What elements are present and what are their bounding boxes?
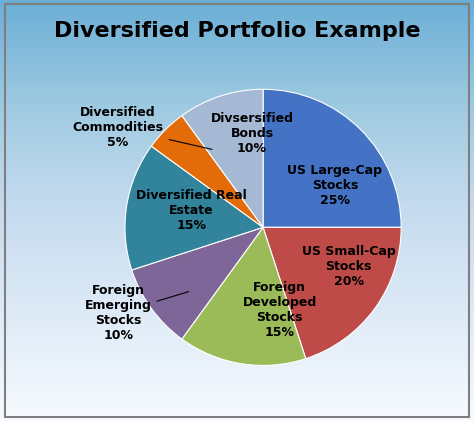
- Text: Foreign
Emerging
Stocks
10%: Foreign Emerging Stocks 10%: [85, 284, 189, 342]
- Text: Diversified Portfolio Example: Diversified Portfolio Example: [54, 21, 420, 41]
- Text: Diversified Real
Estate
15%: Diversified Real Estate 15%: [136, 189, 246, 232]
- Text: Foreign
Developed
Stocks
15%: Foreign Developed Stocks 15%: [243, 281, 317, 339]
- Text: Diversified
Commodities
5%: Diversified Commodities 5%: [73, 107, 212, 149]
- Wedge shape: [151, 116, 263, 227]
- Text: US Small-Cap
Stocks
20%: US Small-Cap Stocks 20%: [302, 245, 396, 288]
- Wedge shape: [263, 89, 401, 227]
- Wedge shape: [263, 227, 401, 359]
- Text: US Large-Cap
Stocks
25%: US Large-Cap Stocks 25%: [287, 165, 383, 208]
- Text: Divsersified
Bonds
10%: Divsersified Bonds 10%: [210, 112, 293, 155]
- Wedge shape: [125, 146, 263, 270]
- Wedge shape: [182, 89, 263, 227]
- Wedge shape: [132, 227, 263, 339]
- Wedge shape: [182, 227, 306, 365]
